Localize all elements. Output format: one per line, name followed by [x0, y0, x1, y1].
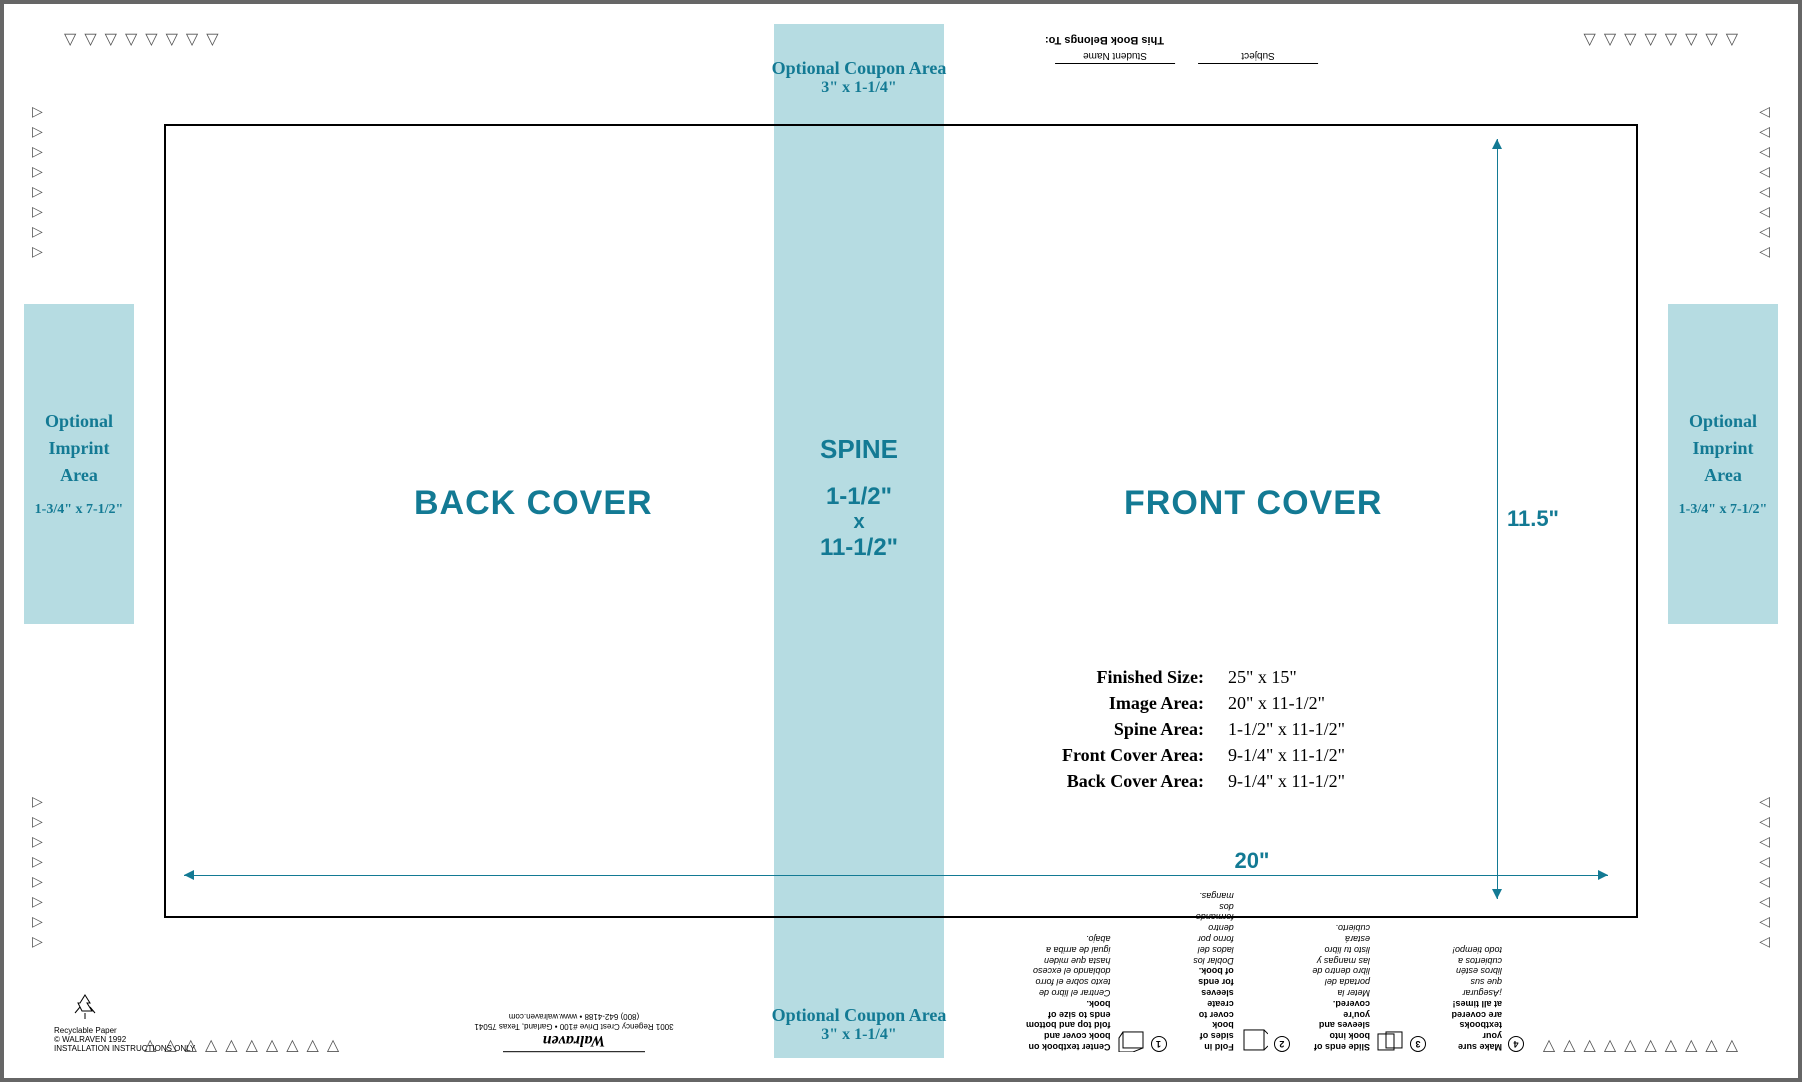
inst-step-2: 2 Fold in sides of book cover to create …: [1189, 890, 1290, 1052]
front-cover-label: FRONT COVER: [1124, 484, 1382, 523]
form-belongs: This Book Belongs To:: [1045, 34, 1328, 46]
coupon-bottom-l1: Optional Coupon Area: [749, 1005, 969, 1026]
coupon-bottom: Optional Coupon Area 3" x 1-1/4": [749, 1005, 969, 1044]
imprint-right-l1: Optional: [1674, 411, 1772, 432]
inst-num-2: 2: [1274, 1036, 1290, 1052]
brand-block: Walraven 3001 Regency Crest Drive #100 •…: [444, 1012, 704, 1052]
fold-icon: [1117, 1028, 1145, 1052]
imprint-right-l3: Area: [1674, 465, 1772, 486]
coupon-top: Optional Coupon Area 3" x 1-1/4": [749, 58, 969, 97]
brand-addr: 3001 Regency Crest Drive #100 • Garland,…: [444, 1021, 704, 1031]
tri-bottom-right: △△△△△△△△△△: [1543, 1038, 1738, 1054]
copyright: © WALRAVEN 1992 INSTALLATION INSTRUCTION…: [54, 1035, 195, 1054]
brand-phone: (800) 642-4188 • www.walraven.com: [444, 1012, 704, 1022]
inst-num-1: 1: [1151, 1036, 1167, 1052]
inst-num-3: 3: [1410, 1036, 1426, 1052]
slide-icon: [1376, 1028, 1404, 1052]
brand-name: Walraven: [503, 1031, 646, 1052]
tri-right-bottom: ◁◁◁◁◁◁◁◁: [1759, 794, 1770, 948]
imprint-right-dims: 1-3/4" x 7-1/2": [1674, 502, 1772, 518]
spine-title: SPINE: [774, 434, 944, 465]
form-field2: Subject: [1198, 50, 1318, 64]
dim-height-label: 11.5": [1507, 506, 1559, 532]
imprint-left-l2: Imprint: [30, 438, 128, 459]
tri-top-right: ▽▽▽▽▽▽▽▽: [1584, 32, 1739, 48]
form-block: Subject Student Name This Book Belongs T…: [1045, 34, 1328, 64]
tri-left-bottom: ▷▷▷▷▷▷▷▷: [32, 794, 43, 948]
imprint-right-l2: Imprint: [1674, 438, 1772, 459]
sleeve-icon: [1240, 1028, 1268, 1052]
dim-height: 11.5": [1496, 139, 1497, 899]
spine-dim3: 11-1/2": [774, 534, 944, 562]
instructions-block: 1 Center textbook on book cover and fold…: [1004, 890, 1524, 1052]
tri-top-left: ▽▽▽▽▽▽▽▽: [64, 32, 219, 48]
spec-row-2: Spine Area:1-1/2" x 11-1/2": [1034, 716, 1345, 742]
specs-table: Finished Size:25" x 15" Image Area:20" x…: [1034, 664, 1345, 794]
spine-label: SPINE 1-1/2" x 11-1/2": [774, 434, 944, 562]
tri-right-top: ◁◁◁◁◁◁◁◁: [1759, 104, 1770, 258]
tri-left-top: ▷▷▷▷▷▷▷▷: [32, 104, 43, 258]
inst-step-1: 1 Center textbook on book cover and fold…: [1026, 890, 1167, 1052]
spec-row-1: Image Area:20" x 11-1/2": [1034, 690, 1345, 716]
inst-num-4: 4: [1508, 1036, 1524, 1052]
dim-width: 20": [184, 874, 1608, 875]
imprint-left-l1: Optional: [30, 411, 128, 432]
coupon-top-l1: Optional Coupon Area: [749, 58, 969, 79]
imprint-left: Optional Imprint Area 1-3/4" x 7-1/2": [24, 304, 134, 624]
spec-row-4: Back Cover Area:9-1/4" x 11-1/2": [1034, 768, 1345, 794]
spec-row-0: Finished Size:25" x 15": [1034, 664, 1345, 690]
spine-dim2: x: [774, 511, 944, 534]
inst-step-4: 4 Make sure your textbooks are covered a…: [1448, 890, 1524, 1052]
spec-row-3: Front Cover Area:9-1/4" x 11-1/2": [1034, 742, 1345, 768]
recycle-block: Recyclable Paper: [54, 993, 117, 1036]
spine-dim1: 1-1/2": [774, 483, 944, 511]
dim-width-label: 20": [1235, 848, 1270, 874]
coupon-bottom-dims: 3" x 1-1/4": [749, 1026, 969, 1044]
imprint-left-dims: 1-3/4" x 7-1/2": [30, 502, 128, 518]
imprint-right: Optional Imprint Area 1-3/4" x 7-1/2": [1668, 304, 1778, 624]
coupon-top-dims: 3" x 1-1/4": [749, 79, 969, 97]
recycle-icon: [70, 993, 100, 1021]
inst-step-3: 3 Slide ends of book into sleeves and yo…: [1312, 890, 1426, 1052]
back-cover-label: BACK COVER: [414, 484, 653, 523]
imprint-left-l3: Area: [30, 465, 128, 486]
form-field1: Student Name: [1055, 50, 1175, 64]
